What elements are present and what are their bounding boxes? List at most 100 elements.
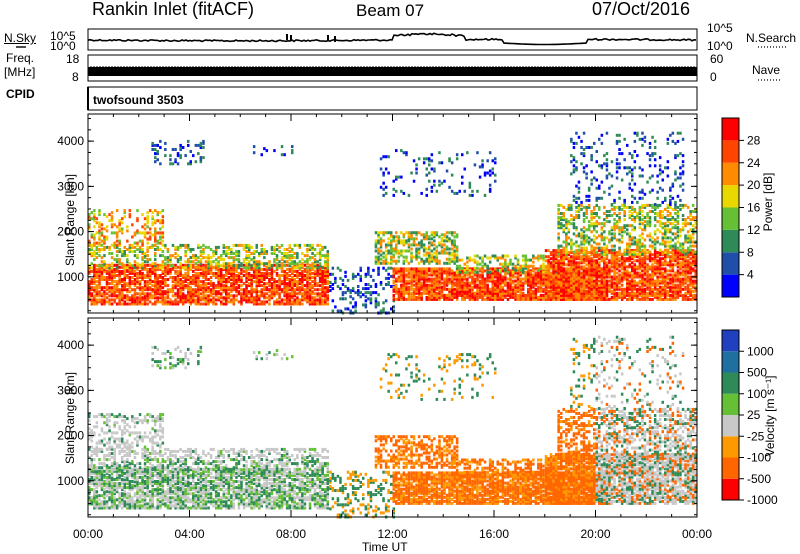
power-cell bbox=[311, 271, 314, 275]
power-cell bbox=[181, 294, 185, 298]
power-cell bbox=[98, 280, 101, 284]
power-cell bbox=[511, 266, 515, 270]
power-cell bbox=[207, 258, 210, 262]
power-cell bbox=[392, 255, 395, 259]
power-cell bbox=[395, 261, 398, 265]
power-cell bbox=[603, 275, 606, 279]
power-cell bbox=[105, 229, 109, 233]
power-cell bbox=[506, 264, 510, 268]
power-cell bbox=[646, 283, 649, 287]
power-cell bbox=[455, 253, 459, 257]
power-cell bbox=[430, 233, 434, 237]
power-cell bbox=[154, 209, 157, 213]
power-cell bbox=[308, 276, 312, 279]
power-cell bbox=[532, 281, 535, 285]
power-cell bbox=[554, 277, 558, 281]
power-cell bbox=[587, 263, 591, 267]
power-cell bbox=[268, 284, 271, 288]
power-cell bbox=[587, 259, 591, 263]
power-cell bbox=[400, 249, 403, 253]
power-cell bbox=[463, 268, 466, 272]
power-cell bbox=[440, 293, 444, 297]
power-cell bbox=[527, 283, 530, 287]
power-cell bbox=[557, 283, 560, 287]
power-cell bbox=[263, 256, 266, 260]
power-cell bbox=[379, 237, 383, 241]
power-cell bbox=[128, 215, 132, 219]
power-cell bbox=[453, 293, 456, 297]
power-cell bbox=[562, 267, 565, 271]
power-cell bbox=[159, 266, 162, 270]
power-cell bbox=[476, 262, 479, 266]
power-cell bbox=[133, 274, 137, 277]
power-cell bbox=[537, 297, 540, 301]
power-cell bbox=[623, 269, 626, 273]
power-cell bbox=[217, 282, 220, 286]
power-cell bbox=[412, 271, 416, 275]
power-cell bbox=[156, 245, 159, 249]
power-cell bbox=[278, 296, 281, 300]
power-cell bbox=[542, 275, 545, 279]
power-cell bbox=[202, 292, 205, 296]
power-cell bbox=[311, 256, 314, 260]
power-cell bbox=[549, 275, 553, 279]
power-cell bbox=[560, 249, 563, 253]
power-cell bbox=[202, 269, 205, 273]
power-cell bbox=[504, 279, 507, 283]
power-cell bbox=[511, 291, 515, 295]
power-cell bbox=[270, 265, 274, 269]
power-cell bbox=[494, 283, 497, 287]
power-cell bbox=[88, 239, 91, 243]
power-cell bbox=[595, 293, 598, 297]
power-cell bbox=[577, 289, 581, 293]
power-cell bbox=[572, 257, 576, 261]
power-cell bbox=[204, 271, 208, 275]
power-cell bbox=[613, 283, 616, 287]
power-cell bbox=[318, 280, 322, 284]
power-cell bbox=[433, 271, 436, 275]
power-cell bbox=[519, 279, 522, 283]
power-cell bbox=[554, 265, 558, 269]
power-cell bbox=[265, 250, 269, 253]
power-cell bbox=[516, 275, 520, 279]
power-cell bbox=[496, 268, 499, 272]
power-cell bbox=[392, 279, 395, 283]
power-cell bbox=[108, 302, 111, 306]
power-cell bbox=[164, 292, 167, 296]
power-cell bbox=[247, 278, 251, 281]
power-cell bbox=[410, 253, 413, 257]
power-cell bbox=[176, 296, 180, 300]
power-cell bbox=[417, 251, 421, 255]
power-cell bbox=[537, 285, 540, 289]
power-cell bbox=[641, 269, 644, 273]
power-cell bbox=[131, 294, 134, 298]
power-cell bbox=[552, 281, 555, 285]
power-cell bbox=[582, 273, 586, 277]
power-cell bbox=[626, 291, 629, 295]
power-cell bbox=[313, 269, 317, 273]
power-cell bbox=[379, 243, 383, 247]
power-cell bbox=[428, 251, 431, 255]
power-cell bbox=[438, 259, 441, 263]
power-cell bbox=[202, 302, 205, 306]
power-cell bbox=[121, 250, 124, 253]
power-cell bbox=[212, 271, 215, 275]
power-cell bbox=[461, 283, 464, 287]
power-cell bbox=[275, 274, 279, 277]
power-cell bbox=[298, 278, 302, 281]
power-cell bbox=[618, 269, 621, 273]
power-cell bbox=[605, 283, 609, 287]
date-title: 07/Oct/2016 bbox=[592, 0, 691, 19]
power-cell bbox=[565, 279, 568, 283]
power-cell bbox=[303, 288, 307, 292]
power-cell bbox=[387, 249, 390, 253]
power-cell bbox=[542, 254, 545, 258]
power-cell bbox=[280, 302, 284, 306]
power-cell bbox=[384, 261, 388, 265]
power-cell bbox=[544, 281, 548, 285]
power-cell bbox=[263, 282, 266, 286]
power-cell bbox=[308, 274, 312, 277]
power-cell bbox=[552, 259, 555, 263]
power-cell bbox=[357, 293, 360, 297]
power-cell bbox=[181, 292, 185, 296]
